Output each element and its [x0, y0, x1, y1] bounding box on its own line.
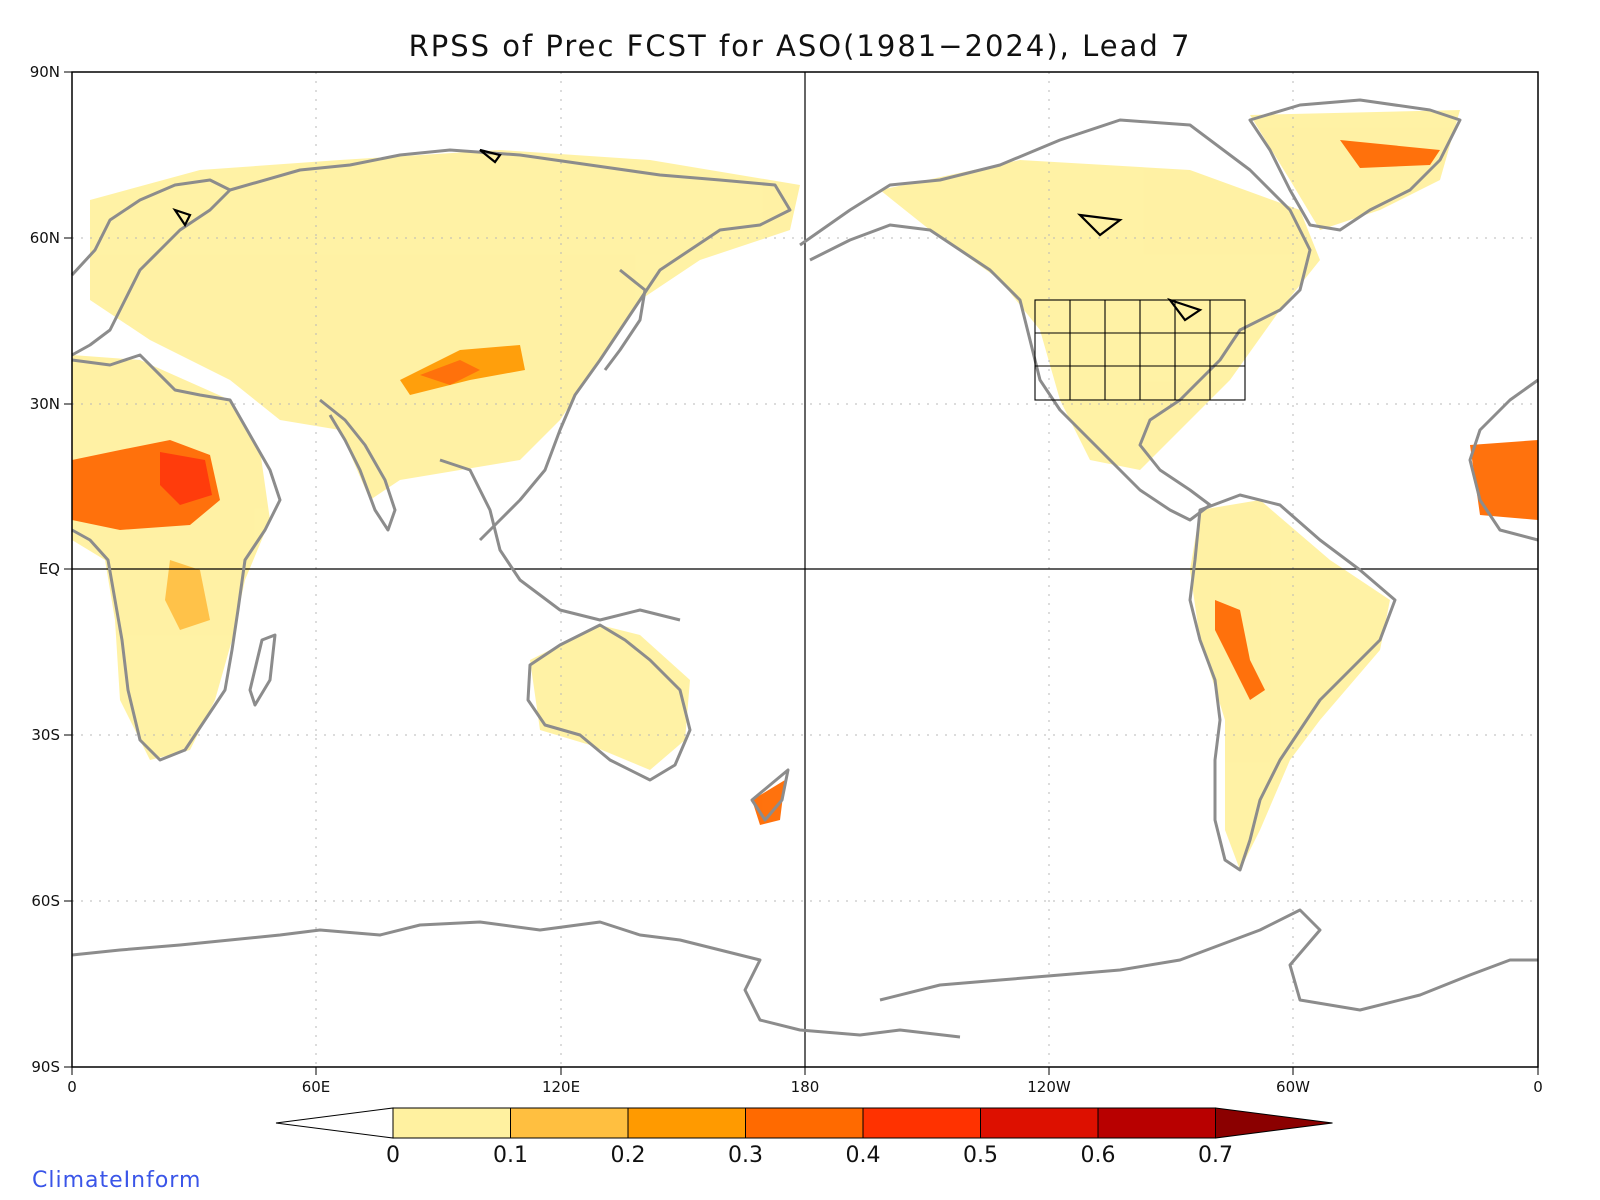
colorbar-bin: [510, 1107, 629, 1139]
coast-antarctica-left: [71, 920, 961, 1039]
y-tick-label: 60N: [30, 229, 60, 247]
x-tick-label: 60W: [1276, 1078, 1310, 1096]
field-greenland-high: [1340, 140, 1440, 168]
coast-africa: [71, 353, 282, 762]
coast-india: [319, 398, 397, 532]
y-tick-label: 90S: [31, 1058, 60, 1076]
field-samerica: [1190, 500, 1390, 870]
colorbar-arrow-low: [275, 1107, 394, 1139]
coastlines: [70, 98, 1539, 1039]
coast-asia-north: [229, 148, 792, 542]
y-tick-label: 30S: [31, 726, 60, 744]
colorbar-tick-label: 0.4: [846, 1143, 881, 1168]
x-tick-label: 120W: [1027, 1078, 1071, 1096]
x-tick-label: 60E: [302, 1078, 331, 1096]
coast-wafrica-right: [1468, 378, 1539, 542]
x-axis: 0 60E 120E 180 120W 60W 0: [67, 1067, 1543, 1096]
field-china-peak: [420, 360, 480, 385]
us-state-borders: [1034, 299, 1246, 401]
x-tick-label: 0: [1533, 1078, 1543, 1096]
gridlines: [72, 72, 1538, 1067]
colorbar-tick-label: 0: [386, 1143, 400, 1168]
field-wafrica-right: [1470, 440, 1538, 520]
field-sahel-peak: [160, 452, 212, 505]
colorbar-bin: [745, 1107, 864, 1139]
coast-namerica: [799, 118, 1312, 522]
lakes: [172, 148, 1203, 322]
x-tick-label: 180: [791, 1078, 820, 1096]
y-tick-label: 90N: [30, 63, 60, 81]
colorbar-bin: [1097, 1107, 1216, 1139]
colorbar: 0 0.1 0.2 0.3 0.4 0.5 0.6 0.7: [275, 1107, 1333, 1168]
colorbar-bin: [862, 1107, 981, 1139]
colorbar-tick-label: 0.7: [1198, 1143, 1233, 1168]
chart-title: RPSS of Prec FCST for ASO(1981−2024), Le…: [409, 29, 1192, 63]
coast-nz: [750, 768, 790, 822]
coast-greenland: [1248, 98, 1462, 232]
colorbar-tick-label: 0.1: [493, 1143, 528, 1168]
y-tick-label: 60S: [31, 892, 60, 910]
coast-australia: [526, 623, 692, 782]
credit-text: ClimateInform: [32, 1168, 202, 1193]
y-tick-label: EQ: [39, 560, 60, 578]
field-greenland: [1250, 110, 1460, 230]
x-tick-label: 120E: [542, 1078, 580, 1096]
colorbar-arrow-high: [1215, 1107, 1333, 1139]
field-africa-mid: [165, 560, 210, 630]
coast-antarctica-right: [879, 908, 1538, 1012]
x-tick-label: 0: [67, 1078, 77, 1096]
field-andes-high: [1215, 600, 1265, 700]
y-tick-label: 30N: [30, 395, 60, 413]
coast-europe: [70, 178, 232, 357]
colorbar-bin: [392, 1107, 511, 1139]
colorbar-tick-label: 0.2: [611, 1143, 646, 1168]
coast-madagascar: [248, 633, 277, 707]
colorbar-tick-label: 0.6: [1081, 1143, 1116, 1168]
colorbar-tick-label: 0.3: [728, 1143, 763, 1168]
coast-samerica: [1188, 493, 1397, 872]
colorbar-bin: [980, 1107, 1099, 1139]
y-axis: 90N 60N 30N EQ 30S 60S 90S: [30, 63, 72, 1076]
colorbar-bin: [627, 1107, 746, 1139]
coast-seasia: [439, 458, 681, 622]
colorbar-tick-label: 0.5: [963, 1143, 998, 1168]
map-plot-area: [70, 71, 1539, 1068]
coast-japan: [603, 268, 647, 371]
